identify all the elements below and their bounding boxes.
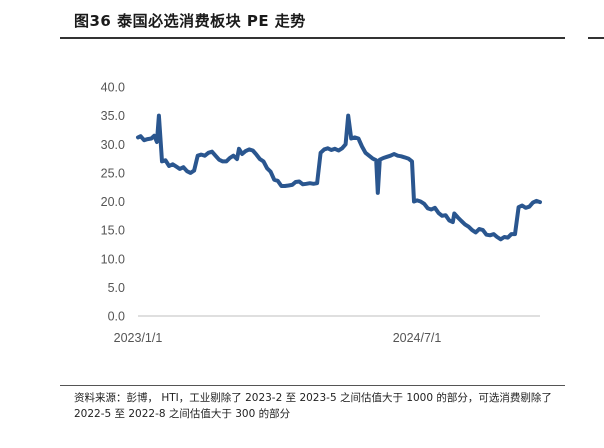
source-divider: [60, 385, 565, 386]
y-tick-label: 15.0: [101, 224, 125, 238]
y-tick-label: 20.0: [101, 195, 125, 209]
y-tick-label: 30.0: [101, 138, 125, 152]
y-tick-label: 40.0: [101, 81, 125, 95]
y-tick-label: 35.0: [101, 109, 125, 123]
pe-line-chart: 0.0 5.0 10.0 15.0 20.0 25.0 30.0 35.0 40.0 2023/…: [101, 81, 542, 345]
adjacent-figure-divider: [588, 37, 604, 39]
y-axis-ticks: 0.0 5.0 10.0 15.0 20.0 25.0 30.0 35.0 40.0: [101, 81, 125, 324]
figure-title: 图36 泰国必选消费板块 PE 走势: [74, 12, 306, 30]
y-tick-label: 10.0: [101, 252, 125, 266]
source-note: 资料来源：彭博， HTI，工业剔除了 2023-2 至 2023-5 之间估值大…: [74, 392, 552, 420]
series-line-pe: [136, 113, 542, 242]
y-tick-label: 0.0: [108, 310, 125, 324]
title-divider: [60, 37, 565, 39]
x-tick-label: 2024/7/1: [393, 331, 442, 345]
y-tick-label: 5.0: [108, 281, 125, 295]
x-axis-ticks: 2023/1/1 2024/7/1: [114, 331, 442, 345]
x-tick-label: 2023/1/1: [114, 331, 163, 345]
y-tick-label: 25.0: [101, 166, 125, 180]
